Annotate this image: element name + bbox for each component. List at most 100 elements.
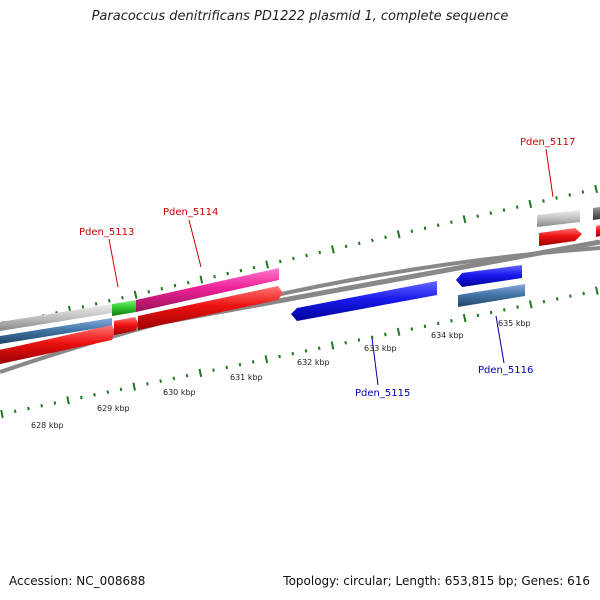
tick-mark-outer — [594, 184, 598, 194]
tick-mark-outer — [133, 290, 138, 299]
blue-feature-right — [456, 265, 522, 287]
red-feature-left — [0, 325, 115, 364]
scale-label: 631 kbp — [230, 373, 263, 382]
tick-mark-inner — [185, 373, 189, 378]
tick-mark-inner — [595, 286, 599, 295]
tick-mark-inner — [396, 327, 401, 336]
gene-labels: Pden_5113 Pden_5114 Pden_5117 Pden_5115 … — [79, 137, 575, 399]
tick-mark-inner — [503, 308, 506, 312]
tick-mark-outer — [450, 220, 453, 224]
tick-mark-inner — [146, 382, 149, 386]
tick-mark-inner — [304, 349, 308, 353]
tick-mark-inner — [80, 395, 83, 400]
scale-label: 632 kbp — [297, 358, 330, 367]
tick-mark-outer — [357, 241, 361, 246]
tick-mark-outer — [502, 208, 506, 212]
gene-label-pden-5116[interactable]: Pden_5116 — [478, 365, 533, 376]
gene-label-pden-5113[interactable]: Pden_5113 — [79, 227, 134, 238]
tick-mark-inner — [450, 318, 453, 323]
scale-label: 628 kbp — [31, 421, 64, 430]
tick-mark-outer — [476, 214, 479, 218]
tick-mark-inner — [119, 387, 123, 392]
tick-mark-inner — [317, 346, 321, 351]
gene-label-pden-5117[interactable]: Pden_5117 — [520, 137, 575, 148]
gene-pden-5117 — [539, 228, 582, 246]
tick-mark-inner — [53, 401, 57, 405]
tick-mark-inner — [278, 354, 281, 359]
tick-mark-outer — [371, 238, 374, 243]
leader-pden-5114 — [188, 219, 202, 268]
tick-mark-outer — [199, 275, 204, 284]
tick-mark-inner — [251, 360, 255, 364]
tick-mark-inner — [106, 390, 110, 394]
gene-pden-5114 — [136, 268, 279, 312]
tick-mark-inner — [264, 355, 269, 364]
red-feature-small — [114, 317, 139, 335]
feature-track-upper — [0, 207, 600, 364]
tick-mark-outer — [173, 283, 177, 288]
gene-pden-5115 — [291, 281, 437, 321]
tick-mark-outer — [462, 215, 467, 224]
tick-mark-inner — [132, 382, 136, 391]
scale-label: 635 kbp — [498, 319, 531, 328]
tick-mark-outer — [331, 245, 335, 254]
tick-mark-outer — [292, 256, 295, 261]
tick-mark-outer — [226, 271, 229, 276]
tick-mark-inner — [291, 351, 295, 356]
topology-summary: Topology: circular; Length: 653,815 bp; … — [283, 574, 590, 588]
tick-mark-inner — [436, 321, 440, 326]
tick-mark-inner — [93, 392, 96, 397]
tick-mark-outer — [305, 253, 308, 258]
tick-mark-inner — [238, 362, 242, 367]
tick-mark-outer — [568, 193, 572, 197]
gray-feature — [0, 304, 112, 331]
tick-mark-inner — [40, 403, 43, 408]
tick-mark-outer — [265, 260, 269, 269]
tick-mark-outer — [239, 268, 243, 273]
tick-mark-inner — [542, 299, 546, 304]
accession-text: Accession: NC_008688 — [9, 574, 146, 588]
gene-leaders — [108, 148, 554, 386]
tick-mark-outer — [423, 226, 427, 231]
gene-label-pden-5115[interactable]: Pden_5115 — [355, 388, 410, 399]
tick-mark-inner — [198, 368, 203, 378]
tick-mark-outer — [213, 274, 216, 279]
map-title: Paracoccus denitrificans PD1222 plasmid … — [91, 9, 509, 24]
gray-feature-right — [537, 210, 580, 227]
tick-mark-inner — [569, 294, 572, 298]
tick-mark-inner — [489, 310, 493, 315]
scale-labels: 628 kbp 629 kbp 630 kbp 631 kbp 632 kbp … — [31, 319, 531, 430]
tick-mark-inner — [582, 291, 585, 296]
tick-mark-inner — [13, 409, 17, 413]
scale-label: 630 kbp — [163, 388, 196, 397]
tick-mark-outer — [318, 250, 322, 255]
tick-mark-outer — [581, 190, 585, 194]
scale-label: 634 kbp — [431, 331, 464, 340]
tick-mark-inner — [410, 327, 414, 331]
tick-mark-outer — [489, 211, 493, 215]
tick-mark-outer — [278, 259, 282, 264]
tick-mark-outer — [186, 280, 190, 285]
tick-mark-outer — [160, 286, 164, 291]
tick-mark-outer — [555, 196, 558, 200]
leader-pden-5116 — [495, 315, 505, 364]
tick-mark-outer — [344, 244, 348, 249]
tick-mark-inner — [555, 297, 559, 301]
tick-mark-inner — [516, 305, 519, 309]
gene-label-pden-5114[interactable]: Pden_5114 — [163, 207, 218, 218]
tick-mark-inner — [344, 341, 347, 345]
tick-mark-inner — [384, 332, 387, 337]
tick-mark-outer — [528, 199, 533, 209]
red-feature-long — [138, 286, 283, 330]
scale-label: 629 kbp — [97, 404, 130, 413]
tick-mark-outer — [396, 230, 401, 239]
tick-mark-outer — [436, 223, 440, 228]
leader-pden-5113 — [108, 238, 119, 288]
tick-mark-outer — [81, 305, 85, 309]
tick-mark-inner — [462, 313, 467, 323]
tick-mark-inner — [225, 365, 228, 370]
tick-row-inner — [0, 286, 599, 419]
tick-mark-outer — [147, 289, 151, 294]
feature-track-lower — [291, 265, 525, 321]
